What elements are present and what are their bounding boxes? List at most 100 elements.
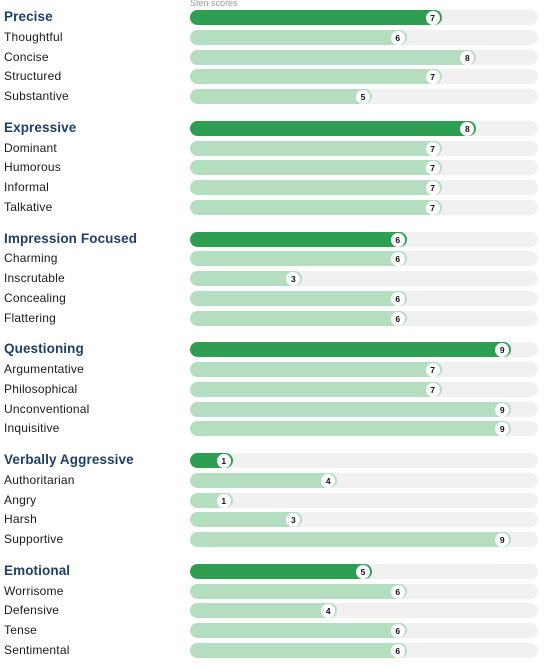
item-label: Angry bbox=[4, 493, 37, 507]
group-bar bbox=[190, 10, 442, 25]
bar-track: 5 bbox=[190, 564, 538, 579]
value-label: 6 bbox=[390, 643, 405, 658]
bar-track: 8 bbox=[190, 50, 538, 65]
item-label: Harsh bbox=[4, 512, 38, 526]
item-row: Defensive 4 bbox=[0, 602, 546, 618]
item-row: Concise 8 bbox=[0, 49, 546, 65]
group-label: Impression Focused bbox=[4, 231, 138, 246]
value-label: 6 bbox=[390, 291, 405, 306]
item-label: Inscrutable bbox=[4, 271, 65, 285]
value-label: 9 bbox=[495, 532, 510, 547]
item-label: Charming bbox=[4, 251, 58, 265]
item-bar bbox=[190, 50, 477, 65]
bar-track: 9 bbox=[190, 532, 538, 547]
item-row: Angry 1 bbox=[0, 492, 546, 508]
value-label: 7 bbox=[425, 382, 440, 397]
value-label: 3 bbox=[286, 512, 301, 527]
item-bar bbox=[190, 584, 407, 599]
item-label: Philosophical bbox=[4, 382, 78, 396]
value-label: 4 bbox=[321, 473, 336, 488]
value-label: 7 bbox=[425, 141, 440, 156]
value-label: 6 bbox=[390, 232, 405, 247]
group-label: Emotional bbox=[4, 563, 71, 578]
bar-track: 6 bbox=[190, 643, 538, 658]
item-bar bbox=[190, 200, 442, 215]
item-row: Structured 7 bbox=[0, 68, 546, 84]
value-label: 7 bbox=[425, 69, 440, 84]
group-bar bbox=[190, 121, 477, 136]
bar-track: 6 bbox=[190, 311, 538, 326]
item-row: Informal 7 bbox=[0, 179, 546, 195]
bar-track: 9 bbox=[190, 342, 538, 357]
item-row: Tense 6 bbox=[0, 622, 546, 638]
value-label: 9 bbox=[495, 342, 510, 357]
item-row: Unconventional 9 bbox=[0, 401, 546, 417]
item-bar bbox=[190, 473, 338, 488]
item-label: Structured bbox=[4, 69, 62, 83]
bar-track: 9 bbox=[190, 402, 538, 417]
value-label: 3 bbox=[286, 271, 301, 286]
item-label: Tense bbox=[4, 623, 38, 637]
value-label: 6 bbox=[390, 623, 405, 638]
item-bar bbox=[190, 421, 512, 436]
bar-track: 7 bbox=[190, 69, 538, 84]
bar-track: 7 bbox=[190, 200, 538, 215]
bar-track: 6 bbox=[190, 291, 538, 306]
group-bar bbox=[190, 564, 372, 579]
value-label: 6 bbox=[390, 584, 405, 599]
item-bar bbox=[190, 160, 442, 175]
item-bar bbox=[190, 402, 512, 417]
group-row: Questioning 9 bbox=[0, 341, 546, 357]
item-bar bbox=[190, 603, 338, 618]
value-label: 6 bbox=[390, 251, 405, 266]
bar-track: 8 bbox=[190, 121, 538, 136]
group-label: Verbally Aggressive bbox=[4, 452, 134, 467]
value-label: 9 bbox=[495, 421, 510, 436]
value-label: 6 bbox=[390, 30, 405, 45]
item-label: Substantive bbox=[4, 89, 69, 103]
item-bar bbox=[190, 271, 303, 286]
item-label: Thoughtful bbox=[4, 30, 63, 44]
item-label: Flattering bbox=[4, 311, 57, 325]
group-label: Expressive bbox=[4, 120, 77, 135]
group-row: Precise 7 bbox=[0, 9, 546, 25]
group-bar bbox=[190, 342, 512, 357]
bar-track: 1 bbox=[190, 453, 538, 468]
bar-track: 7 bbox=[190, 362, 538, 377]
item-label: Supportive bbox=[4, 532, 64, 546]
item-bar bbox=[190, 643, 407, 658]
item-row: Authoritarian 4 bbox=[0, 472, 546, 488]
item-row: Inquisitive 9 bbox=[0, 420, 546, 436]
bar-track: 6 bbox=[190, 232, 538, 247]
bar-track: 7 bbox=[190, 141, 538, 156]
value-label: 7 bbox=[425, 362, 440, 377]
item-bar bbox=[190, 69, 442, 84]
bar-track: 7 bbox=[190, 10, 538, 25]
item-label: Talkative bbox=[4, 200, 53, 214]
item-bar bbox=[190, 141, 442, 156]
item-label: Sentimental bbox=[4, 643, 70, 657]
group-label: Precise bbox=[4, 9, 53, 24]
item-bar bbox=[190, 291, 407, 306]
item-row: Substantive 5 bbox=[0, 88, 546, 104]
bar-track: 6 bbox=[190, 584, 538, 599]
item-row: Harsh 3 bbox=[0, 511, 546, 527]
item-label: Worrisome bbox=[4, 584, 64, 598]
item-row: Sentimental 6 bbox=[0, 642, 546, 658]
item-bar bbox=[190, 362, 442, 377]
item-row: Philosophical 7 bbox=[0, 381, 546, 397]
bar-track: 4 bbox=[190, 603, 538, 618]
item-row: Supportive 9 bbox=[0, 531, 546, 547]
bar-track: 6 bbox=[190, 251, 538, 266]
item-label: Unconventional bbox=[4, 402, 90, 416]
item-row: Dominant 7 bbox=[0, 140, 546, 156]
item-row: Talkative 7 bbox=[0, 199, 546, 215]
bar-track: 4 bbox=[190, 473, 538, 488]
item-bar bbox=[190, 512, 303, 527]
value-label: 7 bbox=[425, 160, 440, 175]
value-label: 7 bbox=[425, 180, 440, 195]
value-label: 7 bbox=[425, 200, 440, 215]
item-bar bbox=[190, 251, 407, 266]
item-row: Humorous 7 bbox=[0, 159, 546, 175]
item-label: Inquisitive bbox=[4, 421, 60, 435]
